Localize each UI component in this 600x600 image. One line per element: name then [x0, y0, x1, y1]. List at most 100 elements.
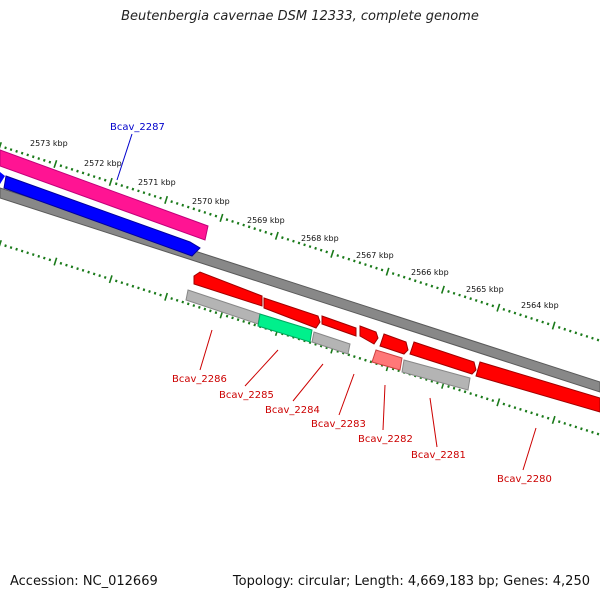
inner-scale-minor-tick [76, 267, 79, 271]
inner-scale-minor-tick [585, 429, 589, 432]
outer-scale-minor-tick [380, 268, 384, 272]
inner-scale-minor-tick [65, 263, 68, 267]
gene-bar-bcav-2281[interactable] [401, 359, 471, 391]
outer-scale-minor-tick [574, 331, 578, 335]
gene-bar-red-3[interactable] [321, 315, 357, 337]
outer-scale-minor-tick [198, 209, 201, 213]
gene-bar-red-6[interactable] [409, 341, 477, 375]
inner-scale-minor-tick [87, 270, 90, 274]
outer-scale-minor-tick [159, 196, 162, 200]
inner-scale-minor-tick [26, 251, 29, 255]
outer-scale-minor-tick [402, 275, 406, 279]
leader-bcav-2286 [199, 329, 213, 371]
gene-label-bcav-2287[interactable]: Bcav_2287 [110, 122, 165, 133]
inner-scale-minor-tick [485, 397, 489, 401]
outer-scale-minor-tick [341, 255, 345, 259]
scale-label-2564: 2564 kbp [521, 301, 559, 310]
inner-scale-minor-tick [198, 305, 201, 309]
inner-scale-minor-tick [580, 427, 583, 431]
outer-scale-minor-tick [347, 257, 351, 261]
inner-scale-minor-tick [347, 353, 351, 357]
scale-label-2568: 2568 kbp [301, 234, 339, 243]
outer-scale-minor-tick [375, 266, 378, 270]
outer-scale-major-tick [219, 213, 224, 222]
outer-scale-major-tick [551, 321, 556, 330]
outer-scale-minor-tick [37, 157, 41, 160]
inner-scale-minor-tick [242, 320, 245, 323]
inner-scale-minor-tick [42, 256, 46, 260]
outer-scale-minor-tick [203, 211, 207, 214]
outer-scale-track [0, 141, 600, 342]
gene-label-bcav-2280[interactable]: Bcav_2280 [497, 474, 552, 485]
outer-scale-minor-tick [452, 291, 456, 295]
outer-scale-major-tick [53, 159, 58, 169]
outer-scale-minor-tick [65, 166, 68, 169]
outer-scale-minor-tick [353, 259, 356, 263]
scale-label-2569: 2569 kbp [247, 216, 285, 225]
scale-label-2570: 2570 kbp [192, 197, 230, 206]
gene-label-bcav-2282[interactable]: Bcav_2282 [358, 434, 413, 445]
outer-scale-minor-tick [408, 277, 412, 281]
outer-scale-minor-tick [314, 246, 317, 250]
outer-scale-minor-tick [596, 338, 600, 342]
inner-scale-minor-tick [148, 290, 151, 293]
inner-scale-minor-tick [530, 411, 533, 415]
outer-scale-minor-tick [192, 207, 196, 211]
outer-scale-minor-tick [491, 304, 495, 308]
gene-label-bcav-2285[interactable]: Bcav_2285 [219, 390, 274, 401]
inner-scale-minor-tick [447, 385, 450, 388]
gene-bar-bcav-2284[interactable] [311, 331, 351, 355]
gene-label-bcav-2284[interactable]: Bcav_2284 [265, 405, 320, 416]
inner-scale-minor-tick [596, 432, 600, 436]
inner-scale-minor-tick [535, 413, 539, 417]
outer-scale-minor-tick [42, 158, 46, 162]
inner-scale-minor-tick [513, 406, 517, 410]
inner-scale-minor-tick [98, 274, 101, 278]
outer-scale-minor-tick [391, 272, 395, 275]
inner-scale-minor-tick [546, 416, 550, 420]
outer-scale-minor-tick [508, 309, 511, 313]
outer-scale-minor-tick [253, 227, 257, 231]
leader-bcav-2285 [244, 349, 279, 387]
scale-label-2571: 2571 kbp [138, 178, 176, 187]
outer-scale-minor-tick [126, 185, 129, 189]
inner-scale-minor-tick [92, 272, 96, 276]
outer-scale-minor-tick [209, 212, 212, 216]
inner-scale-major-tick [551, 415, 556, 424]
accession-text: Accession: NC_012669 [10, 574, 158, 589]
outer-scale-minor-tick [286, 237, 290, 241]
scale-label-2572: 2572 kbp [84, 159, 122, 168]
outer-scale-minor-tick [81, 171, 85, 175]
inner-scale-minor-tick [126, 283, 129, 286]
gene-bar-bcav-2287-arrow-tail[interactable] [0, 172, 5, 184]
gene-bar-bcav-2287[interactable] [3, 175, 201, 257]
gene-bar-red-4[interactable] [359, 325, 379, 345]
outer-scale-minor-tick [153, 194, 157, 198]
gene-bar-red-2[interactable] [263, 297, 321, 329]
outer-scale-minor-tick [214, 214, 218, 218]
outer-scale-minor-tick [87, 173, 90, 177]
gene-bar-bcav-2280[interactable] [475, 361, 600, 413]
inner-scale-minor-tick [253, 323, 257, 327]
outer-scale-minor-tick [419, 281, 423, 285]
outer-scale-minor-tick [546, 322, 550, 326]
gene-bar-red-5[interactable] [379, 333, 409, 355]
outer-scale-minor-tick [297, 241, 301, 245]
outer-scale-minor-tick [591, 336, 594, 340]
outer-scale-minor-tick [519, 313, 522, 317]
outer-scale-minor-tick [142, 191, 146, 195]
leader-bcav-2284 [292, 363, 324, 402]
inner-scale-minor-tick [474, 393, 478, 397]
gene-label-bcav-2283[interactable]: Bcav_2283 [311, 419, 366, 430]
gene-label-bcav-2286[interactable]: Bcav_2286 [172, 374, 227, 385]
gene-bar-red-1[interactable] [193, 271, 263, 307]
gene-bar-bcav-2288[interactable] [0, 149, 209, 241]
gene-bar-bcav-2282[interactable] [371, 349, 403, 371]
leader-bcav-2280 [522, 427, 537, 471]
gene-bar-bcav-2285[interactable] [257, 313, 313, 343]
outer-scale-minor-tick [48, 160, 52, 164]
outer-scale-minor-tick [568, 329, 572, 333]
outer-scale-minor-tick [458, 293, 461, 297]
gene-label-bcav-2281[interactable]: Bcav_2281 [411, 450, 466, 461]
inner-scale-minor-tick [142, 288, 146, 292]
